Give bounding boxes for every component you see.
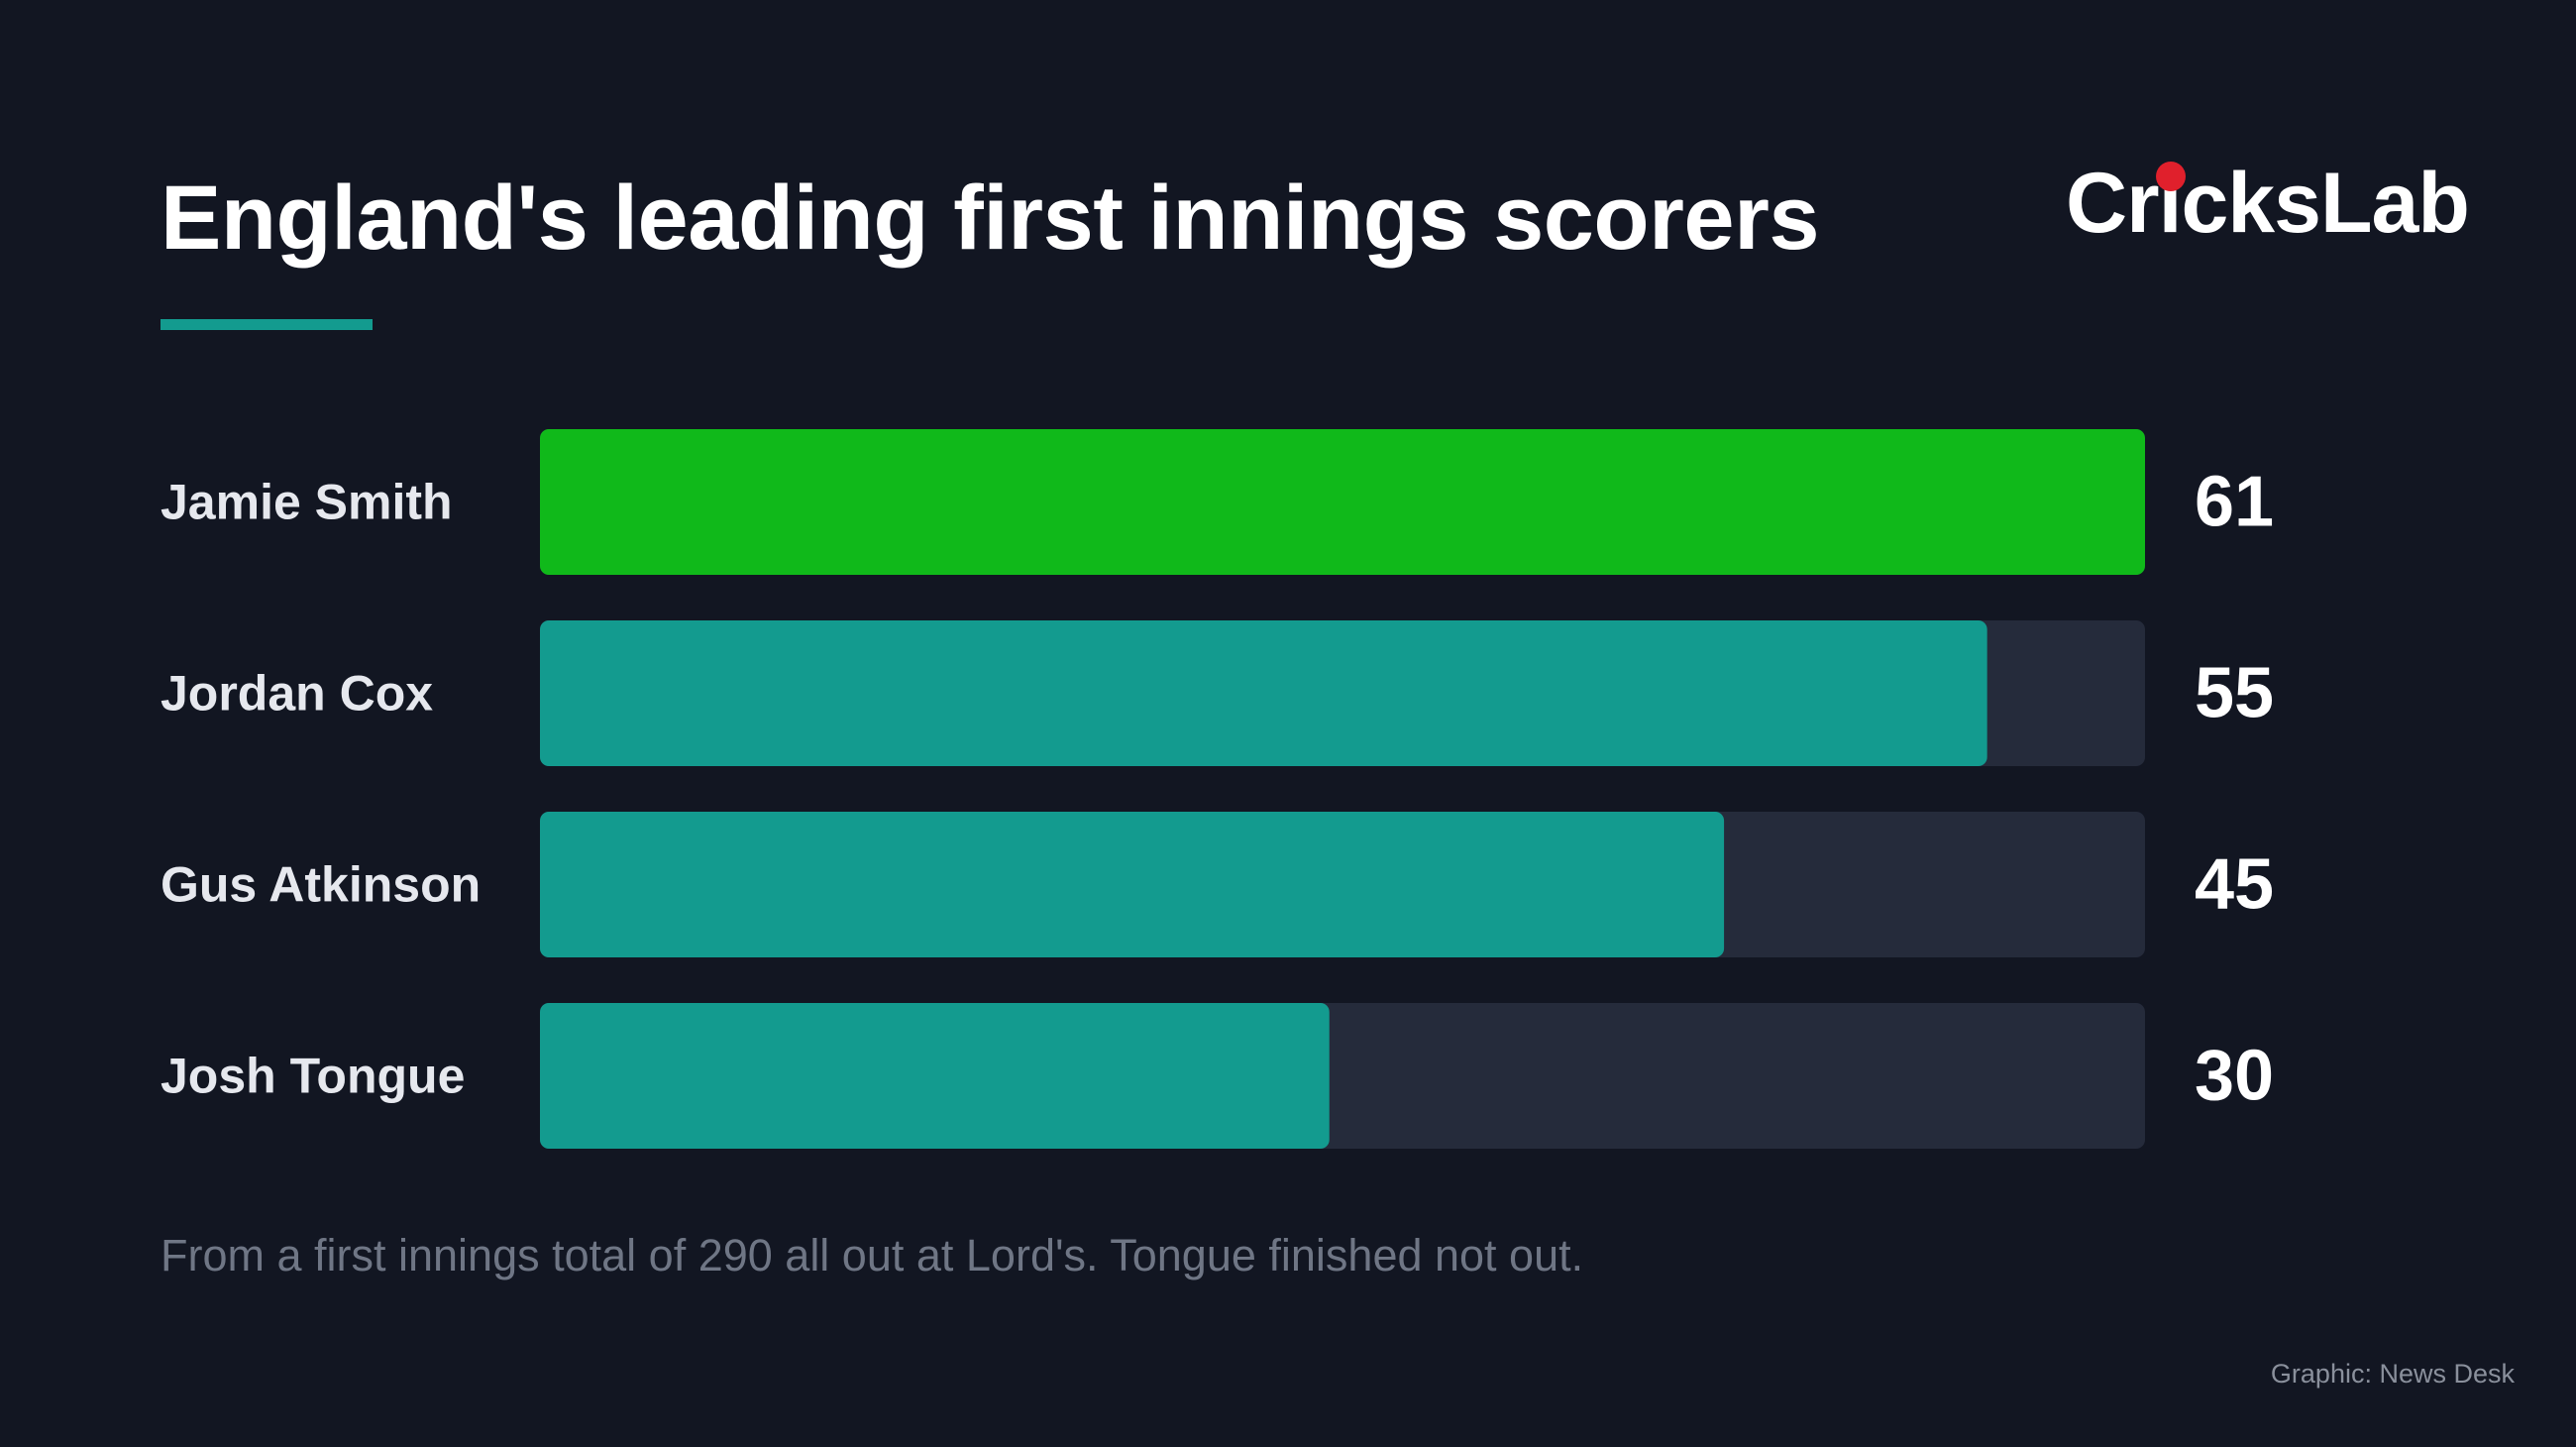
value-label-jordan-cox: 55 — [2195, 654, 2274, 733]
category-label-jamie-smith: Jamie Smith — [161, 475, 453, 530]
bar-jamie-smith — [540, 429, 2145, 575]
brand-logo-text: CricksLab — [2066, 156, 2470, 251]
value-label-gus-atkinson: 45 — [2195, 845, 2274, 925]
brand-logo: CricksLab — [2066, 154, 2470, 253]
value-label-jamie-smith: 61 — [2195, 463, 2274, 542]
cricket-ball-icon — [2156, 162, 2186, 191]
title-underline — [161, 319, 373, 330]
value-label-josh-tongue: 30 — [2195, 1037, 2274, 1116]
bar-josh-tongue — [540, 1003, 1330, 1149]
category-label-josh-tongue: Josh Tongue — [161, 1049, 465, 1104]
footnote: From a first innings total of 290 all ou… — [161, 1230, 1584, 1280]
bar-gus-atkinson — [540, 812, 1725, 957]
graphic-credit: Graphic: News Desk — [2270, 1359, 2515, 1389]
category-label-gus-atkinson: Gus Atkinson — [161, 857, 481, 913]
chart-title: England's leading first innings scorers — [161, 167, 1820, 269]
category-label-jordan-cox: Jordan Cox — [161, 666, 433, 722]
bar-jordan-cox — [540, 620, 1987, 766]
